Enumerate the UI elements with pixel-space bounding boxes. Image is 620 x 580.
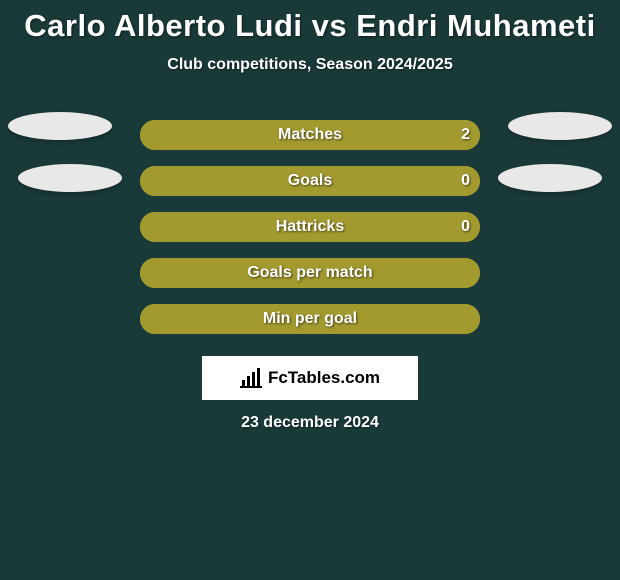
stat-bar: 0 Hattricks [140, 212, 480, 242]
stat-bar: Min per goal [140, 304, 480, 334]
stat-value-right: 0 [461, 172, 470, 190]
chart-icon [240, 368, 262, 388]
stat-bar: 0 Goals [140, 166, 480, 196]
stat-label: Matches [278, 126, 342, 144]
stat-bar: 2 Matches [140, 120, 480, 150]
stat-value-right: 2 [461, 126, 470, 144]
stat-row: 0 Hattricks [0, 204, 620, 250]
stat-label: Min per goal [263, 310, 357, 328]
logo-box: FcTables.com [202, 356, 418, 400]
stat-row: 0 Goals [0, 158, 620, 204]
stat-row: Min per goal [0, 296, 620, 342]
comparison-card: Carlo Alberto Ludi vs Endri Muhameti Clu… [0, 0, 620, 432]
stats-area: 2 Matches 0 Goals 0 Hattricks Goals per match M… [0, 112, 620, 342]
stat-value-right: 0 [461, 218, 470, 236]
logo-text: FcTables.com [268, 368, 380, 388]
stat-label: Goals [288, 172, 332, 190]
page-title: Carlo Alberto Ludi vs Endri Muhameti [0, 8, 620, 44]
stats-rows: 2 Matches 0 Goals 0 Hattricks Goals per match M… [0, 112, 620, 342]
stat-label: Goals per match [247, 264, 372, 282]
stat-row: 2 Matches [0, 112, 620, 158]
subtitle: Club competitions, Season 2024/2025 [0, 56, 620, 74]
stat-bar: Goals per match [140, 258, 480, 288]
stat-row: Goals per match [0, 250, 620, 296]
stat-label: Hattricks [276, 218, 344, 236]
date-label: 23 december 2024 [0, 414, 620, 432]
